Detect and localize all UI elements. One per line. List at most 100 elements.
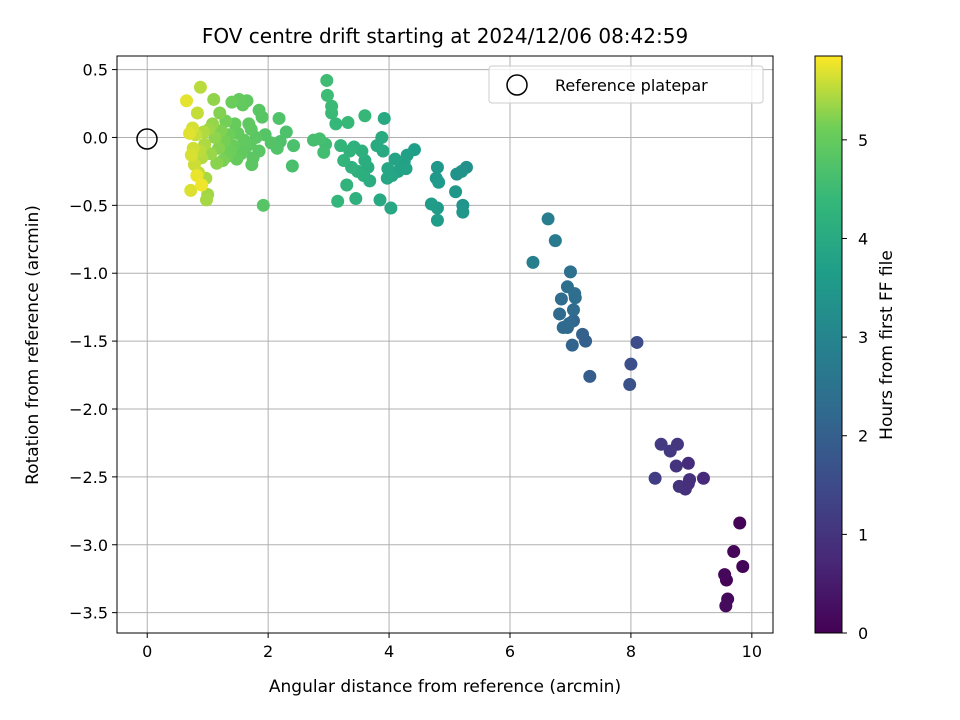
data-point (424, 197, 438, 211)
data-point (184, 148, 198, 162)
data-point (183, 126, 197, 140)
data-point (553, 307, 567, 321)
data-point (287, 139, 301, 153)
data-point (341, 116, 355, 130)
data-point (207, 92, 221, 106)
data-point (430, 213, 444, 227)
chart-title: FOV centre drift starting at 2024/12/06 … (202, 24, 688, 48)
data-point (669, 459, 683, 473)
data-point (663, 444, 677, 458)
x-axis-label: Angular distance from reference (arcmin) (269, 677, 621, 697)
data-point (648, 471, 662, 485)
y-tick-label: −0.5 (69, 196, 108, 215)
data-points (180, 73, 750, 613)
data-point (373, 193, 387, 207)
data-point (654, 437, 668, 451)
data-point (548, 234, 562, 248)
data-point (242, 117, 256, 131)
data-point (449, 185, 463, 199)
colorbar-label: Hours from first FF file (877, 250, 897, 440)
data-point (381, 162, 395, 176)
legend-label: Reference platepar (555, 76, 708, 95)
x-axis: 0 2 4 6 8 10 (142, 633, 762, 661)
data-point (727, 545, 741, 559)
data-point (560, 280, 574, 294)
data-point (377, 111, 391, 125)
data-point (320, 88, 334, 102)
y-tick-label: −3.0 (69, 536, 108, 555)
data-point (184, 183, 198, 197)
colorbar-tick-label: 2 (858, 427, 868, 446)
data-point (329, 117, 343, 131)
data-point (562, 316, 576, 330)
legend-marker (506, 74, 528, 96)
data-point (733, 516, 747, 530)
data-point (430, 160, 444, 174)
x-tick-label: 0 (142, 642, 152, 661)
y-axis: 0.5 0.0 −0.5 −1.0 −1.5 −2.0 −2.5 −3.0 −3.5 (69, 61, 117, 623)
data-point (432, 175, 446, 189)
colorbar-tick-label: 1 (858, 525, 868, 544)
y-tick-label: 0.0 (83, 128, 108, 147)
legend-box (488, 65, 764, 104)
data-point (279, 125, 293, 139)
x-tick-label: 2 (263, 642, 273, 661)
x-tick-label: 6 (505, 642, 515, 661)
data-point (245, 158, 259, 172)
data-point (272, 111, 286, 125)
y-tick-label: −2.5 (69, 468, 108, 487)
y-tick-label: −3.5 (69, 604, 108, 623)
data-point (456, 205, 470, 219)
colorbar-tick-label: 5 (858, 131, 868, 150)
data-point (718, 568, 732, 582)
data-point (180, 94, 194, 108)
data-point (719, 599, 733, 613)
data-point (199, 193, 213, 207)
data-point (256, 198, 270, 212)
colorbar-tick-label: 4 (858, 229, 868, 248)
colorbar-ticks: 0 1 2 3 4 5 (842, 131, 868, 643)
data-point (623, 378, 637, 392)
data-point (541, 212, 555, 226)
data-point (384, 201, 398, 215)
data-point (195, 178, 209, 192)
reference-marker (136, 128, 158, 150)
data-point (681, 456, 695, 470)
data-point (337, 154, 351, 168)
x-tick-label: 8 (626, 642, 636, 661)
data-point (331, 194, 345, 208)
data-point (349, 192, 363, 206)
data-point (681, 477, 695, 491)
y-tick-label: −2.0 (69, 400, 108, 419)
data-point (210, 156, 224, 170)
data-point (630, 335, 644, 349)
colorbar-bar (814, 55, 843, 634)
y-axis-label: Rotation from reference (arcmin) (23, 205, 43, 485)
data-point (193, 80, 207, 94)
data-point (380, 171, 394, 185)
plot-frame (116, 55, 774, 634)
data-point (566, 303, 580, 317)
y-tick-label: −1.0 (69, 264, 108, 283)
colorbar-tick-label: 0 (858, 624, 868, 643)
data-point (340, 178, 354, 192)
data-point (526, 255, 540, 269)
data-point (576, 327, 590, 341)
data-point (554, 292, 568, 306)
data-point (583, 369, 597, 383)
data-point (736, 559, 750, 573)
data-point (317, 145, 331, 159)
data-point (334, 139, 348, 153)
data-point (320, 73, 334, 87)
data-point (306, 133, 320, 147)
legend: Reference platepar (488, 65, 764, 104)
data-point (696, 471, 710, 485)
colorbar-tick-label: 3 (858, 328, 868, 347)
data-point (563, 265, 577, 279)
data-point (213, 106, 227, 120)
data-point (358, 109, 372, 123)
data-point (285, 159, 299, 173)
colorbar: 0 1 2 3 4 5 Hours from first FF file (814, 55, 897, 643)
data-point (388, 152, 402, 166)
